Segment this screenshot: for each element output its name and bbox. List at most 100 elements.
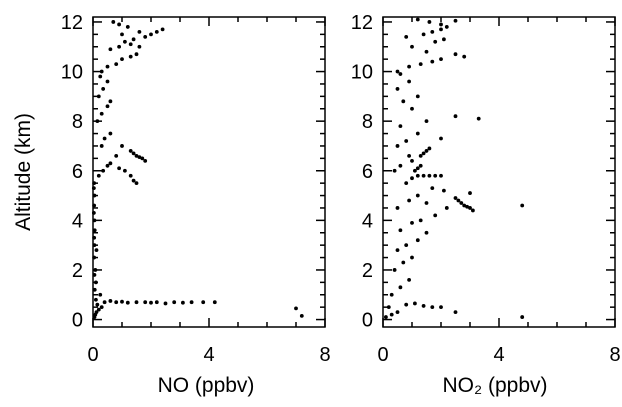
y-tick-label: 6 <box>72 161 83 183</box>
data-point <box>462 203 467 208</box>
data-point <box>114 300 119 305</box>
x-tick-label: 0 <box>87 344 98 366</box>
data-point <box>465 204 469 209</box>
data-point <box>123 39 127 44</box>
data-point <box>424 230 429 235</box>
data-point <box>407 153 411 158</box>
data-point <box>401 99 406 104</box>
x-axis-title-no: NO (ppbv) <box>158 374 255 397</box>
data-point <box>453 114 458 119</box>
data-point <box>99 111 104 116</box>
data-point <box>415 17 420 22</box>
y-tick-label: 4 <box>72 210 83 232</box>
data-point <box>413 168 417 173</box>
data-point <box>108 131 113 136</box>
data-point <box>424 149 429 153</box>
x-tick-label: 8 <box>609 344 620 366</box>
data-point <box>181 300 185 305</box>
data-point <box>427 146 432 151</box>
data-point <box>160 27 165 32</box>
data-point <box>439 22 443 27</box>
data-point <box>137 155 142 160</box>
y-tick-label: 0 <box>72 310 83 332</box>
data-point <box>453 310 458 315</box>
data-point <box>143 300 148 305</box>
data-point <box>413 301 417 306</box>
data-point <box>105 79 110 84</box>
data-point <box>94 280 98 285</box>
data-point <box>299 313 304 318</box>
y-tick-label: 2 <box>72 260 83 282</box>
data-point <box>442 37 446 42</box>
data-point <box>439 57 443 62</box>
data-point <box>108 99 113 104</box>
data-point <box>96 94 101 99</box>
data-point <box>421 173 426 178</box>
data-point <box>418 218 423 223</box>
data-point <box>386 305 391 310</box>
data-point <box>134 153 139 158</box>
data-point <box>114 62 119 67</box>
data-point <box>389 312 394 317</box>
data-point <box>442 188 446 193</box>
x-tick-labels-no2: 0 4 8 <box>377 344 620 366</box>
y-tick-label: 0 <box>362 310 373 332</box>
data-point <box>462 54 467 59</box>
data-point <box>427 173 432 178</box>
data-point <box>410 255 414 260</box>
data-point <box>98 292 103 297</box>
data-point <box>120 57 124 62</box>
panel-no: 0 4 8 0 2 4 6 8 10 12 NO (ppbv) Altitude (km) <box>12 12 331 397</box>
data-point <box>92 218 97 223</box>
data-point <box>430 305 435 310</box>
data-point <box>92 243 97 248</box>
data-point <box>117 166 121 171</box>
plot-frame-no <box>92 16 326 328</box>
data-point <box>93 268 98 272</box>
data-point <box>294 306 298 311</box>
data-point <box>410 44 414 49</box>
data-point <box>128 149 133 153</box>
y-tick-label: 12 <box>351 12 373 34</box>
data-point <box>143 158 148 163</box>
data-point <box>92 255 97 260</box>
data-point <box>140 156 145 161</box>
data-point <box>415 193 420 198</box>
data-point <box>105 64 110 69</box>
x-axis-title-no2: NO₂ (ppbv) <box>442 374 547 397</box>
data-point <box>410 176 414 181</box>
data-point <box>410 106 414 111</box>
data-point <box>137 44 142 49</box>
data-point <box>102 300 107 305</box>
data-point <box>189 300 194 305</box>
data-point <box>120 32 124 37</box>
data-point <box>111 20 116 24</box>
data-point <box>453 196 458 200</box>
data-point <box>384 315 388 319</box>
data-point <box>91 211 96 215</box>
data-point <box>96 173 101 178</box>
data-point <box>92 273 97 277</box>
data-point <box>212 300 217 305</box>
data-point <box>172 300 177 305</box>
data-point <box>430 59 435 64</box>
data-point <box>101 168 106 173</box>
data-point <box>92 287 97 292</box>
y-tick-label: 6 <box>362 161 373 183</box>
data-point <box>94 297 98 302</box>
data-point <box>131 178 136 183</box>
data-point <box>92 228 97 233</box>
data-point <box>401 260 406 265</box>
x-tick-label: 0 <box>377 344 388 366</box>
plot-frame-no2 <box>382 16 616 328</box>
data-point <box>398 163 403 168</box>
data-point <box>418 163 423 168</box>
data-point <box>398 124 403 129</box>
data-point <box>415 173 420 178</box>
data-point <box>154 300 159 305</box>
data-point <box>395 144 400 148</box>
data-point <box>453 18 458 23</box>
data-point <box>108 299 113 303</box>
data-point <box>468 191 472 195</box>
